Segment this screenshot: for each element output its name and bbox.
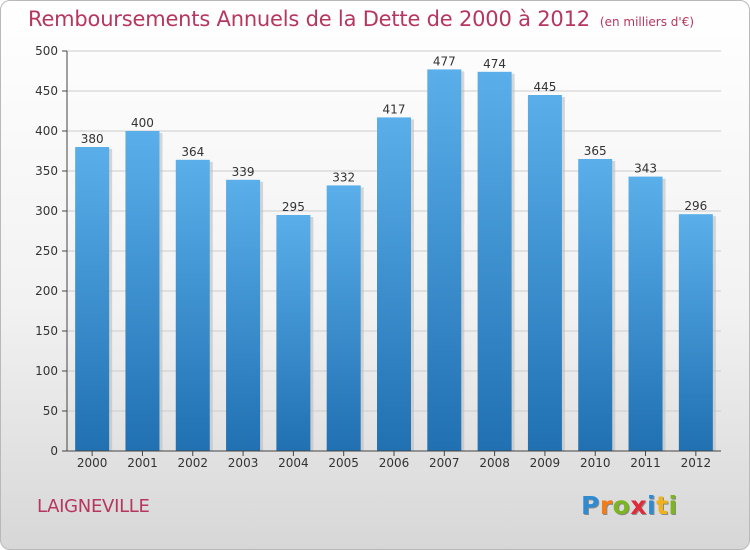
y-tick-label: 200 <box>35 284 58 298</box>
bar-value-label: 417 <box>383 102 406 116</box>
x-tick-label: 2010 <box>580 456 611 470</box>
bar-value-label: 445 <box>533 80 556 94</box>
bar-value-label: 364 <box>181 145 204 159</box>
bar[interactable] <box>477 71 512 452</box>
y-tick-label: 500 <box>35 44 58 58</box>
y-tick-label: 400 <box>35 124 58 138</box>
bar[interactable] <box>125 131 160 451</box>
bar[interactable] <box>527 95 562 451</box>
place-name: LAIGNEVILLE <box>37 496 150 517</box>
logo-letter: r <box>599 491 613 520</box>
bar[interactable] <box>75 147 110 451</box>
x-tick-label: 2004 <box>278 456 309 470</box>
bar-value-label: 400 <box>131 116 154 130</box>
bar[interactable] <box>377 117 411 452</box>
axes <box>62 50 721 456</box>
chart-unit: (en milliers d'€) <box>599 15 695 29</box>
x-tick-label: 2009 <box>530 456 561 470</box>
x-tick-label: 2012 <box>681 456 712 470</box>
y-tick-label: 250 <box>35 244 58 258</box>
bar[interactable] <box>678 214 713 451</box>
x-tick-label: 2006 <box>379 456 410 470</box>
bar-value-label: 295 <box>282 200 305 214</box>
bar-value-label: 477 <box>433 54 456 68</box>
bar[interactable] <box>427 69 462 452</box>
logo-letter: i <box>668 491 678 520</box>
logo-letter: t <box>656 491 669 520</box>
bars <box>75 69 716 452</box>
proxiti-logo[interactable]: Proxiti <box>581 491 678 520</box>
bar-value-label: 365 <box>584 144 607 158</box>
x-tick-label: 2001 <box>127 456 158 470</box>
y-tick-label: 0 <box>50 444 58 458</box>
bar[interactable] <box>175 159 210 452</box>
bar-value-label: 296 <box>684 199 707 213</box>
x-tick-label: 2005 <box>328 456 359 470</box>
bar[interactable] <box>276 215 311 451</box>
y-tick-label: 100 <box>35 364 58 378</box>
logo-letter: o <box>612 491 631 520</box>
y-tick-label: 450 <box>35 84 58 98</box>
logo-letter: P <box>581 491 600 520</box>
bar[interactable] <box>578 159 613 451</box>
x-tick-label: 2007 <box>429 456 460 470</box>
bar-value-label: 474 <box>483 57 506 71</box>
chart-title: Remboursements Annuels de la Dette de 20… <box>28 7 694 31</box>
bar[interactable] <box>226 179 261 452</box>
y-tick-label: 350 <box>35 164 58 178</box>
bar-value-label: 332 <box>332 170 355 184</box>
x-tick-label: 2011 <box>630 456 661 470</box>
bar-value-label: 339 <box>232 165 255 179</box>
x-tick-label: 2000 <box>77 456 108 470</box>
bar[interactable] <box>326 185 361 451</box>
y-tick-label: 50 <box>43 404 58 418</box>
x-tick-label: 2002 <box>177 456 208 470</box>
logo-letter: x <box>630 491 647 520</box>
x-tick-label: 2008 <box>479 456 510 470</box>
bar[interactable] <box>628 176 663 451</box>
bar-value-label: 380 <box>81 132 104 146</box>
logo-letter: i <box>647 491 657 520</box>
x-tick-label: 2003 <box>228 456 259 470</box>
y-tick-label: 300 <box>35 204 58 218</box>
y-tick-label: 150 <box>35 324 58 338</box>
bar-value-label: 343 <box>634 162 657 176</box>
labels: 0 50 100 150 200 250 300 350 400 450 500 380 2000 400… <box>35 44 711 470</box>
chart-title-text: Remboursements Annuels de la Dette de 20… <box>28 7 590 31</box>
